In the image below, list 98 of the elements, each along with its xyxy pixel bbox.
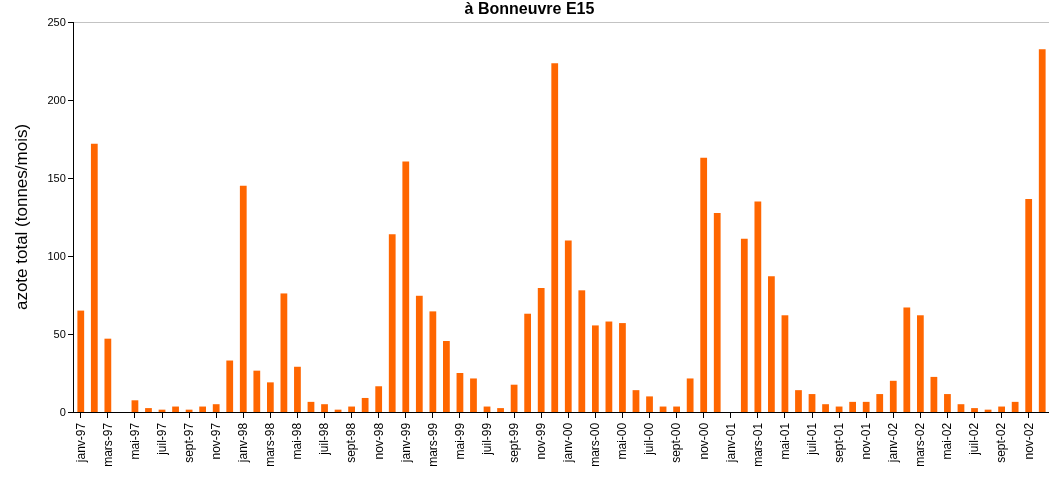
bar [375,386,383,412]
x-tick-label: mai-98 [290,422,305,460]
x-tick-label: mars-99 [425,422,440,467]
x-tick-label: janv-97 [73,422,88,464]
x-tick-label: janv-99 [398,422,413,464]
bar [795,390,802,412]
bar [388,234,396,412]
x-tick-label: sept-97 [182,422,196,463]
bar [77,310,85,412]
bar [591,325,599,412]
x-tick-label: juil-01 [804,422,819,456]
x-tick-label: juil-00 [642,422,657,456]
x-tick-label: mars-98 [263,422,278,467]
y-tick-label: 150 [47,171,66,184]
bar [673,406,680,412]
x-tick-label: nov-01 [859,422,874,460]
bar [497,408,504,412]
x-tick-label: nov-02 [1021,422,1036,460]
x-tick-label: janv-02 [886,422,901,464]
bar [266,382,274,412]
bar [971,408,978,412]
x-tick-label: janv-01 [723,422,738,464]
y-tick-label: 50 [53,327,66,340]
bar [239,185,247,412]
x-tick-label: mai-97 [127,422,142,460]
bar [578,290,586,412]
bar [199,406,207,412]
y-tick-label: 250 [47,15,66,28]
x-tick-label: mai-02 [940,422,955,460]
bar [321,404,328,412]
x-tick-label: mai-01 [777,422,792,460]
bar [646,396,653,412]
x-tick-label: nov-99 [534,422,549,460]
bar [1011,401,1019,412]
bar [849,401,857,412]
x-tick-label: mai-00 [615,422,630,460]
bar [104,338,112,412]
bar [944,394,951,412]
bar [253,370,261,412]
x-tick-label: sept-01 [832,422,846,463]
x-tick-label: juil-97 [154,422,169,456]
x-tick-label: nov-00 [696,422,711,460]
x-tick-label: sept-99 [507,422,521,463]
bar [768,276,775,412]
bar [402,161,410,412]
y-axis-title: azote total (tonnes/mois) [11,123,31,311]
y-tick-label: 100 [47,249,66,262]
x-tick-label: mars-01 [750,422,765,467]
bar [822,404,829,412]
y-tick-label: 0 [59,405,66,418]
bar [1038,49,1046,412]
bar [713,213,721,412]
x-tick-label: sept-98 [344,422,359,463]
x-tick-label: juil-98 [317,422,332,456]
bar [348,406,355,412]
x-tick-label: nov-97 [209,422,224,460]
x-tick-label: sept-00 [669,422,684,463]
bar [415,295,423,412]
bar [294,366,301,412]
bar [443,341,450,412]
bar [524,313,532,412]
bar [429,311,437,412]
bar [957,404,965,412]
bar [740,238,748,412]
bar [876,394,884,412]
bar [470,378,477,412]
bar [90,143,98,412]
x-tick-label: juil-99 [479,422,494,456]
x-tick-label: janv-00 [561,422,576,464]
x-tick-label: mars-02 [913,422,928,467]
bar [131,400,139,412]
x-tick-label: janv-98 [236,422,251,464]
bar [619,323,626,412]
bar [145,408,152,412]
bar [686,378,694,412]
bar [862,401,870,412]
x-tick-label: mai-99 [452,422,467,460]
bar [361,397,369,412]
x-tick-label: sept-02 [994,422,1009,463]
bar [754,201,762,412]
y-tick-label: 200 [47,93,66,106]
bar [916,315,924,412]
x-tick-label: mars-00 [588,422,603,467]
bar [564,240,572,412]
x-tick-label: mars-97 [100,422,115,467]
chart-title: à Bonneuvre E15 [464,0,595,17]
bar [212,404,220,412]
bar [537,287,545,412]
x-tick-label: nov-98 [371,422,386,460]
bar [226,360,234,412]
bar [889,380,897,412]
bar [998,406,1005,412]
bar [700,157,708,412]
x-tick-label: juil-02 [967,422,982,456]
bar [1025,199,1033,412]
bar [551,63,559,412]
bar [903,307,911,412]
bar [172,406,179,412]
